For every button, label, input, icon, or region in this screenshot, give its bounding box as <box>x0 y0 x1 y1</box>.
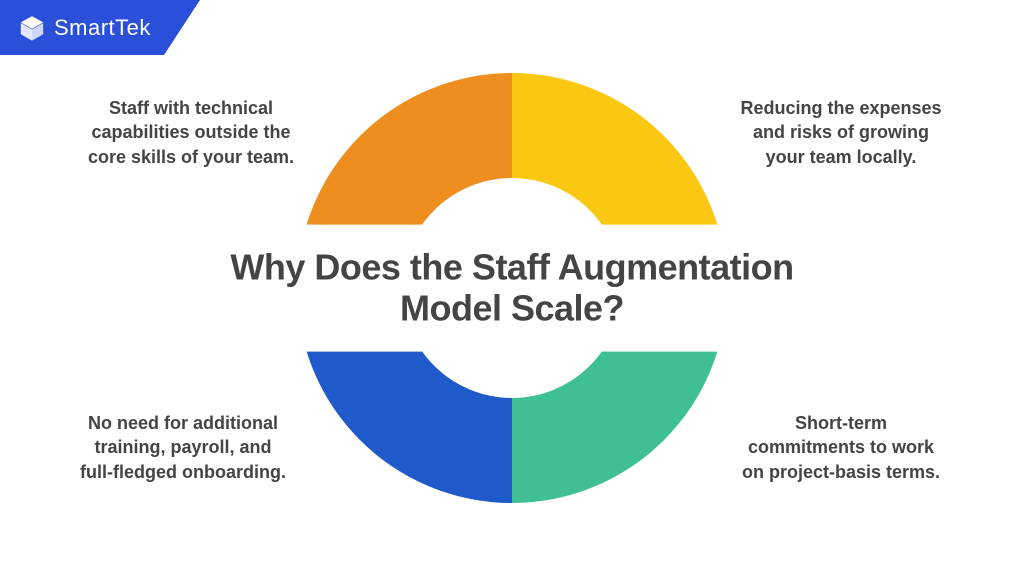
caption-bottom-right: Short-term commitments to work on projec… <box>736 411 946 484</box>
caption-top-left: Staff with technical capabilities outsid… <box>86 96 296 169</box>
cube-icon <box>18 14 46 42</box>
brand-name: SmartTek <box>54 15 151 41</box>
caption-top-right: Reducing the expenses and risks of growi… <box>736 96 946 169</box>
caption-bottom-left: No need for additional training, payroll… <box>78 411 288 484</box>
page-title: Why Does the Staff Augmentation Model Sc… <box>202 247 822 330</box>
brand-badge: SmartTek <box>0 0 200 55</box>
title-band: Why Does the Staff Augmentation Model Sc… <box>202 225 822 352</box>
